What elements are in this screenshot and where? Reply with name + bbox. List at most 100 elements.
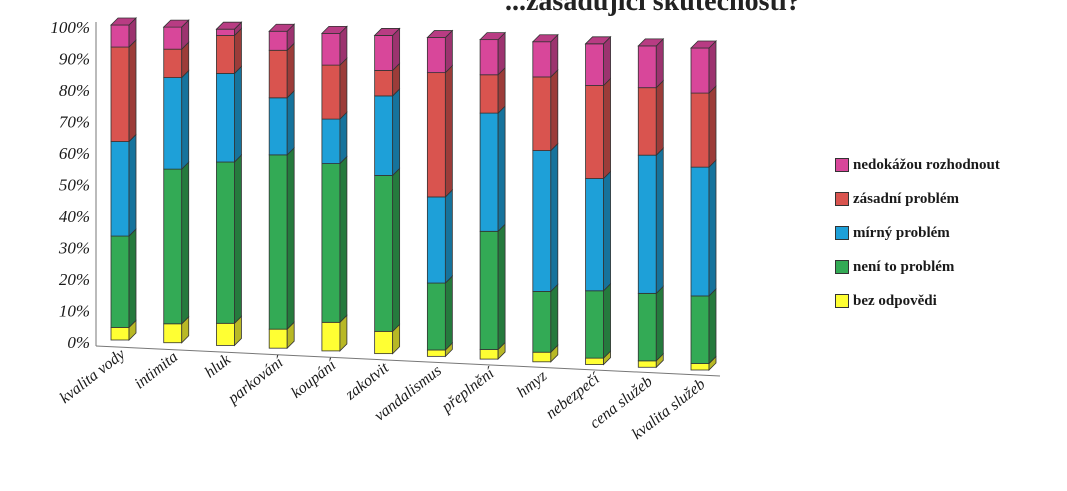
bar-side [655, 147, 664, 295]
bar-front [426, 72, 446, 198]
bar-front [216, 322, 235, 346]
legend-label: zásadní problém [853, 190, 959, 207]
bar-front [374, 70, 394, 97]
bar-segment [216, 315, 242, 347]
bar-front [374, 35, 394, 71]
bar-segment [532, 283, 559, 354]
bar-front [637, 292, 657, 362]
legend-swatch [835, 192, 849, 206]
bar-segment [268, 23, 296, 52]
y-tick-label: 80% [59, 81, 90, 100]
legend-item: není to problém [835, 250, 1000, 284]
bar-front [637, 154, 657, 294]
bar-segment [426, 64, 453, 198]
bar-front [321, 64, 341, 120]
bar-segment [426, 275, 453, 351]
bar-segment [426, 29, 454, 74]
bar-front [532, 76, 552, 151]
bar-segment [479, 223, 506, 351]
bar-segment [163, 69, 190, 171]
bar-segment [321, 155, 348, 324]
bar-side [234, 154, 242, 325]
bar-front [426, 196, 446, 284]
bar-top [110, 17, 137, 26]
bar-segment [585, 170, 611, 292]
bar-front [426, 37, 446, 74]
bar-front [216, 73, 235, 163]
bar-side [708, 159, 717, 297]
y-tick-label: 70% [59, 113, 90, 132]
bar-segment [374, 167, 401, 333]
bar-front [374, 330, 394, 355]
bar-top [373, 28, 401, 36]
bar-segment [584, 35, 612, 87]
bar-side [128, 39, 137, 143]
bar-side [339, 155, 348, 324]
bar-front [268, 30, 288, 51]
legend-item: zásadní problém [835, 182, 1000, 216]
bar-front [216, 35, 235, 74]
legend-item: bez odpovědi [835, 284, 1000, 318]
bar-front [110, 326, 130, 341]
x-tick-label: koupání [288, 356, 340, 402]
bar-segment [374, 323, 401, 355]
bar-top [162, 19, 190, 28]
bar-front [532, 290, 552, 353]
bar-side [603, 35, 611, 87]
bar-segment [637, 147, 664, 295]
y-tick-label: 60% [59, 144, 90, 163]
bar-front [110, 141, 130, 237]
bar-segment [215, 21, 243, 37]
bar-front [268, 328, 288, 349]
bar-front [163, 26, 183, 50]
bar-top [584, 36, 612, 45]
bar-front [532, 150, 552, 292]
bar-front [216, 161, 235, 324]
bar-side [339, 111, 348, 165]
bar-front [532, 351, 552, 363]
legend-item: nedokážou rozhodnout [835, 148, 1000, 182]
bar-front [690, 363, 710, 371]
bar-segment [585, 77, 611, 180]
bar-segment [268, 146, 295, 331]
bar-front [479, 74, 499, 114]
legend-swatch [835, 158, 849, 172]
bar-segment [690, 40, 717, 95]
bar-segment [479, 105, 506, 233]
bar-segment [637, 79, 664, 157]
bar-side [444, 275, 453, 351]
bar-segment [532, 68, 559, 152]
bar-front [321, 32, 341, 66]
bar-front [163, 168, 183, 325]
bar-side [392, 167, 401, 333]
bar-top [426, 30, 454, 38]
bar-side [655, 285, 664, 362]
bar-side [444, 64, 453, 198]
bar-side [286, 146, 295, 331]
bar-side [708, 40, 717, 95]
bar-top [479, 32, 507, 41]
bar-front [110, 24, 130, 48]
bar-front [163, 323, 183, 344]
bar-side [234, 65, 242, 163]
bar-front [690, 295, 710, 364]
bar-side [603, 282, 611, 360]
bar-segment [426, 188, 453, 285]
bar-front [690, 166, 710, 297]
bar-side [497, 66, 506, 115]
legend-label: není to problém [853, 258, 955, 275]
x-tick-label: parkování [224, 353, 288, 408]
bar-top [215, 21, 243, 30]
bar-side [444, 188, 453, 285]
y-axis: 0% 10% 20% 30% 40% 50% 60% 70% 80% 90% 100% [50, 18, 97, 352]
legend-label: nedokážou rozhodnout [853, 156, 1000, 173]
bar-front [585, 85, 604, 179]
bar-segment [163, 161, 190, 325]
bar-side [181, 69, 190, 171]
bar-segment [163, 315, 190, 344]
chart-title-fragment: ...zásadující skutečnosti? [505, 0, 801, 17]
bar-top [268, 23, 296, 32]
legend-item: mírný problém [835, 216, 1000, 250]
bar-segment [268, 42, 295, 99]
y-tick-label: 50% [59, 176, 90, 195]
